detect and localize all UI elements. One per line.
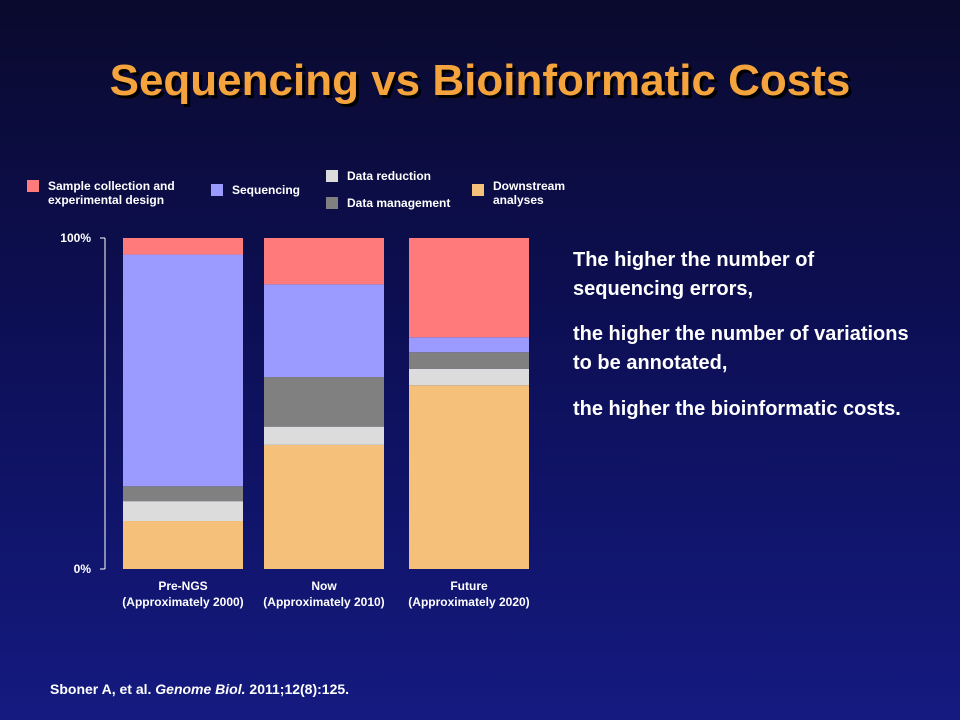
y-tick-label: 100% [60,231,91,245]
bar-segment [264,238,384,285]
legend-swatch [326,170,338,182]
note-variations: the higher the number of variations to b… [573,323,909,374]
legend-item-sample-collection: Sample collection and experimental desig… [27,179,212,207]
citation-authors: Sboner A, et al. [50,681,152,697]
legend-item-data-management: Data management [326,196,450,210]
slide-title: Sequencing vs Bioinformatic Costs [109,56,851,105]
note-sequencing-errors: The higher the number of sequencing erro… [573,249,815,300]
citation-journal: Genome Biol. [155,681,246,697]
legend-label: Sample collection and experimental desig… [48,179,175,207]
bar-segment [123,521,243,569]
bar-segment [409,337,529,353]
bar-segment [123,501,243,522]
x-tick-label: (Approximately 2020) [408,595,529,609]
legend-swatch [27,180,39,192]
legend-label: Sequencing [232,183,301,197]
legend-swatch [472,184,484,196]
bar-segment [123,486,243,502]
x-tick-label: (Approximately 2000) [122,595,243,609]
note-bioinformatic-costs: the higher the bioinformatic costs. [573,398,901,420]
legend-swatch [211,184,223,196]
bar-segment [409,385,529,569]
x-tick-label: Pre-NGS [158,579,207,593]
bar-segment [264,377,384,427]
legend-label: Data management [347,196,451,210]
y-tick-label: 0% [74,562,92,576]
x-tick-label: Now [311,579,337,593]
legend-item-downstream-analyses: Downstream analyses [472,179,592,207]
legend-swatch [326,197,338,209]
x-tick-label: (Approximately 2010) [263,595,384,609]
citation: Sboner A, et al. Genome Biol. 2011;12(8)… [50,681,349,697]
bar-segment [409,368,529,386]
citation-ref: 2011;12(8):125. [249,681,350,697]
bar-segment [264,284,384,378]
legend-label: Downstream analyses [493,179,566,207]
bar-segment [409,352,529,369]
bar-segment [123,238,243,255]
bar-segment [409,238,529,338]
bar-segment [264,426,384,445]
bar-segment [264,444,384,569]
legend-item-data-reduction: Data reduction [326,169,431,183]
bar-segment [123,254,243,487]
legend-label: Data reduction [347,169,432,183]
x-tick-label: Future [450,579,488,593]
legend-item-sequencing: Sequencing [211,183,300,197]
